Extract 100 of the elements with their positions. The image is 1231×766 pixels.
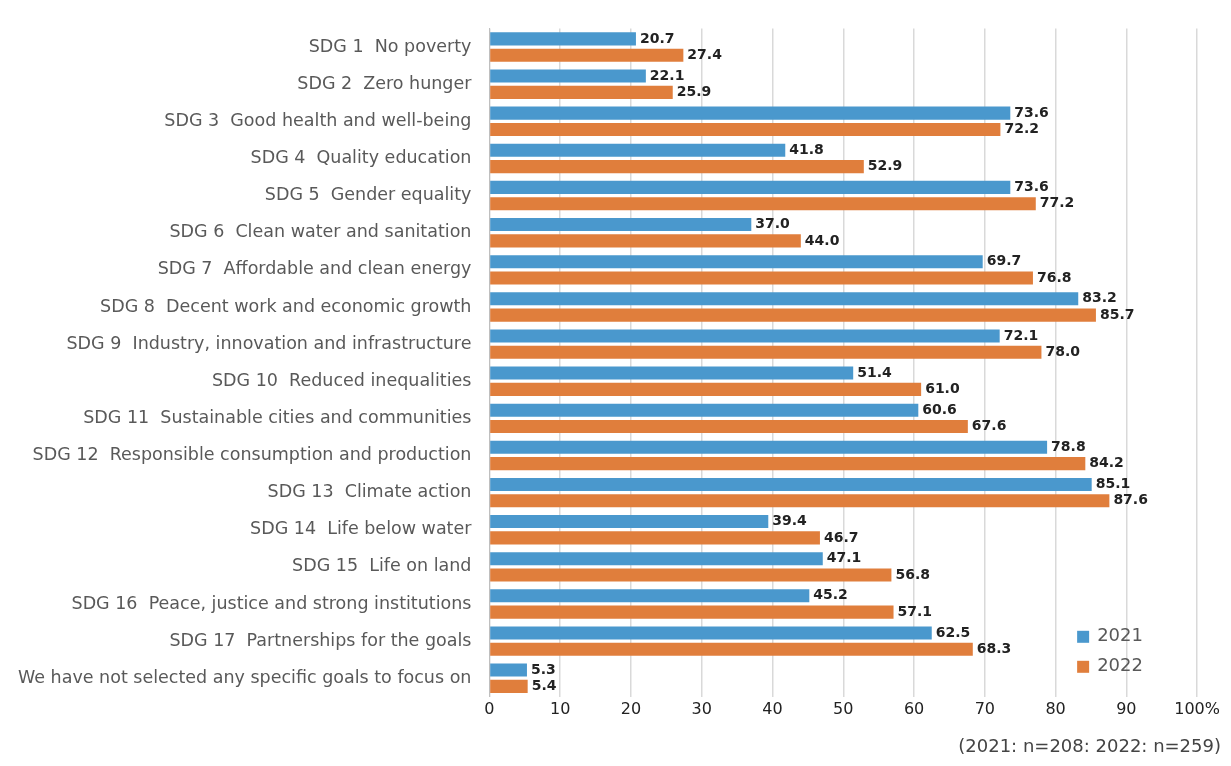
data-label: 47.1 xyxy=(826,549,862,566)
bar xyxy=(490,457,1086,471)
y-tick-label: SDG 1 No poverty xyxy=(308,35,472,56)
data-label: 85.7 xyxy=(1099,305,1135,322)
bar xyxy=(490,106,1011,120)
y-tick-label: SDG 4 Quality education xyxy=(250,146,472,167)
data-label: 78.8 xyxy=(1051,437,1086,454)
bar xyxy=(490,271,1033,285)
bar xyxy=(490,32,636,46)
data-label: 5.4 xyxy=(531,677,557,694)
bar xyxy=(490,494,1110,508)
data-label: 72.1 xyxy=(1003,326,1039,343)
y-tick-label: SDG 13 Climate action xyxy=(267,481,472,502)
data-label: 56.8 xyxy=(895,565,930,582)
bar xyxy=(490,589,810,603)
data-label: 45.2 xyxy=(813,586,848,603)
bar xyxy=(490,663,527,677)
x-tick-label: 80 xyxy=(1045,698,1066,718)
bar xyxy=(490,552,823,566)
x-tick-label: 0 xyxy=(484,698,495,718)
data-label: 27.4 xyxy=(687,45,723,62)
bar xyxy=(490,197,1036,211)
bar xyxy=(490,255,983,269)
x-tick-label: 30 xyxy=(691,698,712,718)
bar xyxy=(490,143,786,157)
data-label: 41.8 xyxy=(789,140,824,157)
y-tick-label: SDG 10 Reduced inequalities xyxy=(211,369,472,390)
y-tick-label: SDG 16 Peace, justice and strong institutions xyxy=(71,592,472,613)
data-label: 57.1 xyxy=(897,602,933,619)
x-tick-label: 50 xyxy=(833,698,854,718)
y-tick-label: SDG 9 Industry, innovation and infrastructure xyxy=(66,332,472,353)
data-label: 68.3 xyxy=(976,639,1012,656)
data-label: 84.2 xyxy=(1089,454,1124,471)
data-label: 22.1 xyxy=(649,66,685,83)
x-tick-label: 10 xyxy=(550,698,571,718)
bar xyxy=(490,679,528,693)
bar xyxy=(490,626,932,640)
data-label: 20.7 xyxy=(639,29,675,46)
bar xyxy=(490,345,1042,359)
bar xyxy=(490,329,1000,343)
x-tick-label: 60 xyxy=(903,698,925,718)
y-tick-label: SDG 3 Good health and well-being xyxy=(164,109,472,130)
y-tick-label: We have not selected any specific goals to focus on xyxy=(17,666,472,687)
data-label: 73.6 xyxy=(1014,103,1049,120)
bar xyxy=(490,218,752,232)
data-label: 44.0 xyxy=(804,231,840,248)
y-tick-label: SDG 15 Life on land xyxy=(292,555,472,576)
y-tick-label: SDG 2 Zero hunger xyxy=(297,72,473,93)
data-label: 85.1 xyxy=(1095,475,1131,492)
x-tick-label: 20 xyxy=(620,698,642,718)
y-tick-label: SDG 6 Clean water and sanitation xyxy=(169,221,472,242)
bar xyxy=(490,48,684,62)
x-tick-label: 100% xyxy=(1174,698,1220,718)
data-label: 61.0 xyxy=(925,380,960,397)
y-tick-label: SDG 14 Life below water xyxy=(250,518,473,539)
data-label: 87.6 xyxy=(1113,491,1148,508)
bar xyxy=(490,160,864,174)
text: (2021: n=208: 2022: n=259) xyxy=(958,734,1221,756)
bar xyxy=(490,85,673,99)
x-tick-label: 40 xyxy=(762,698,783,718)
data-label: 76.8 xyxy=(1036,268,1072,285)
data-label: 25.9 xyxy=(676,83,712,99)
bar xyxy=(490,292,1079,306)
legend-label: 2021 xyxy=(1097,624,1143,646)
data-label: 73.6 xyxy=(1014,178,1049,195)
y-tick-label: SDG 17 Partnerships for the goals xyxy=(169,629,472,650)
data-label: 46.7 xyxy=(823,528,859,545)
bar xyxy=(490,308,1096,322)
bar xyxy=(490,605,894,619)
data-label: 60.6 xyxy=(922,400,957,417)
data-label: 39.4 xyxy=(772,512,808,529)
bar xyxy=(490,642,973,656)
x-tick-label: 70 xyxy=(974,698,996,718)
bar xyxy=(490,366,854,380)
bar xyxy=(490,122,1001,137)
data-label: 67.6 xyxy=(971,417,1007,434)
data-label: 37.0 xyxy=(755,215,791,232)
data-label: 78.0 xyxy=(1045,342,1081,359)
bar xyxy=(490,419,968,434)
data-label: 83.2 xyxy=(1082,289,1117,306)
bar xyxy=(490,568,892,582)
y-tick-label: SDG 8 Decent work and economic growth xyxy=(100,295,472,316)
bar xyxy=(490,515,769,529)
bar xyxy=(490,234,801,248)
bar xyxy=(490,531,820,545)
bar xyxy=(490,180,1011,194)
x-tick-label: 90 xyxy=(1116,698,1137,718)
bar xyxy=(490,477,1092,491)
y-tick-label: SDG 12 Responsible consumption and production xyxy=(32,444,472,465)
data-label: 62.5 xyxy=(935,623,971,640)
data-label: 52.9 xyxy=(867,157,903,174)
y-tick-label: SDG 7 Affordable and clean energy xyxy=(157,258,472,279)
bar xyxy=(490,403,919,417)
data-label: 69.7 xyxy=(986,252,1022,269)
y-tick-label: SDG 5 Gender equality xyxy=(264,184,472,205)
bar xyxy=(490,440,1048,454)
data-label: 77.2 xyxy=(1039,194,1075,211)
data-label: 5.3 xyxy=(530,660,556,677)
bar xyxy=(490,382,922,396)
y-tick-label: SDG 11 Sustainable cities and communities xyxy=(83,406,472,427)
